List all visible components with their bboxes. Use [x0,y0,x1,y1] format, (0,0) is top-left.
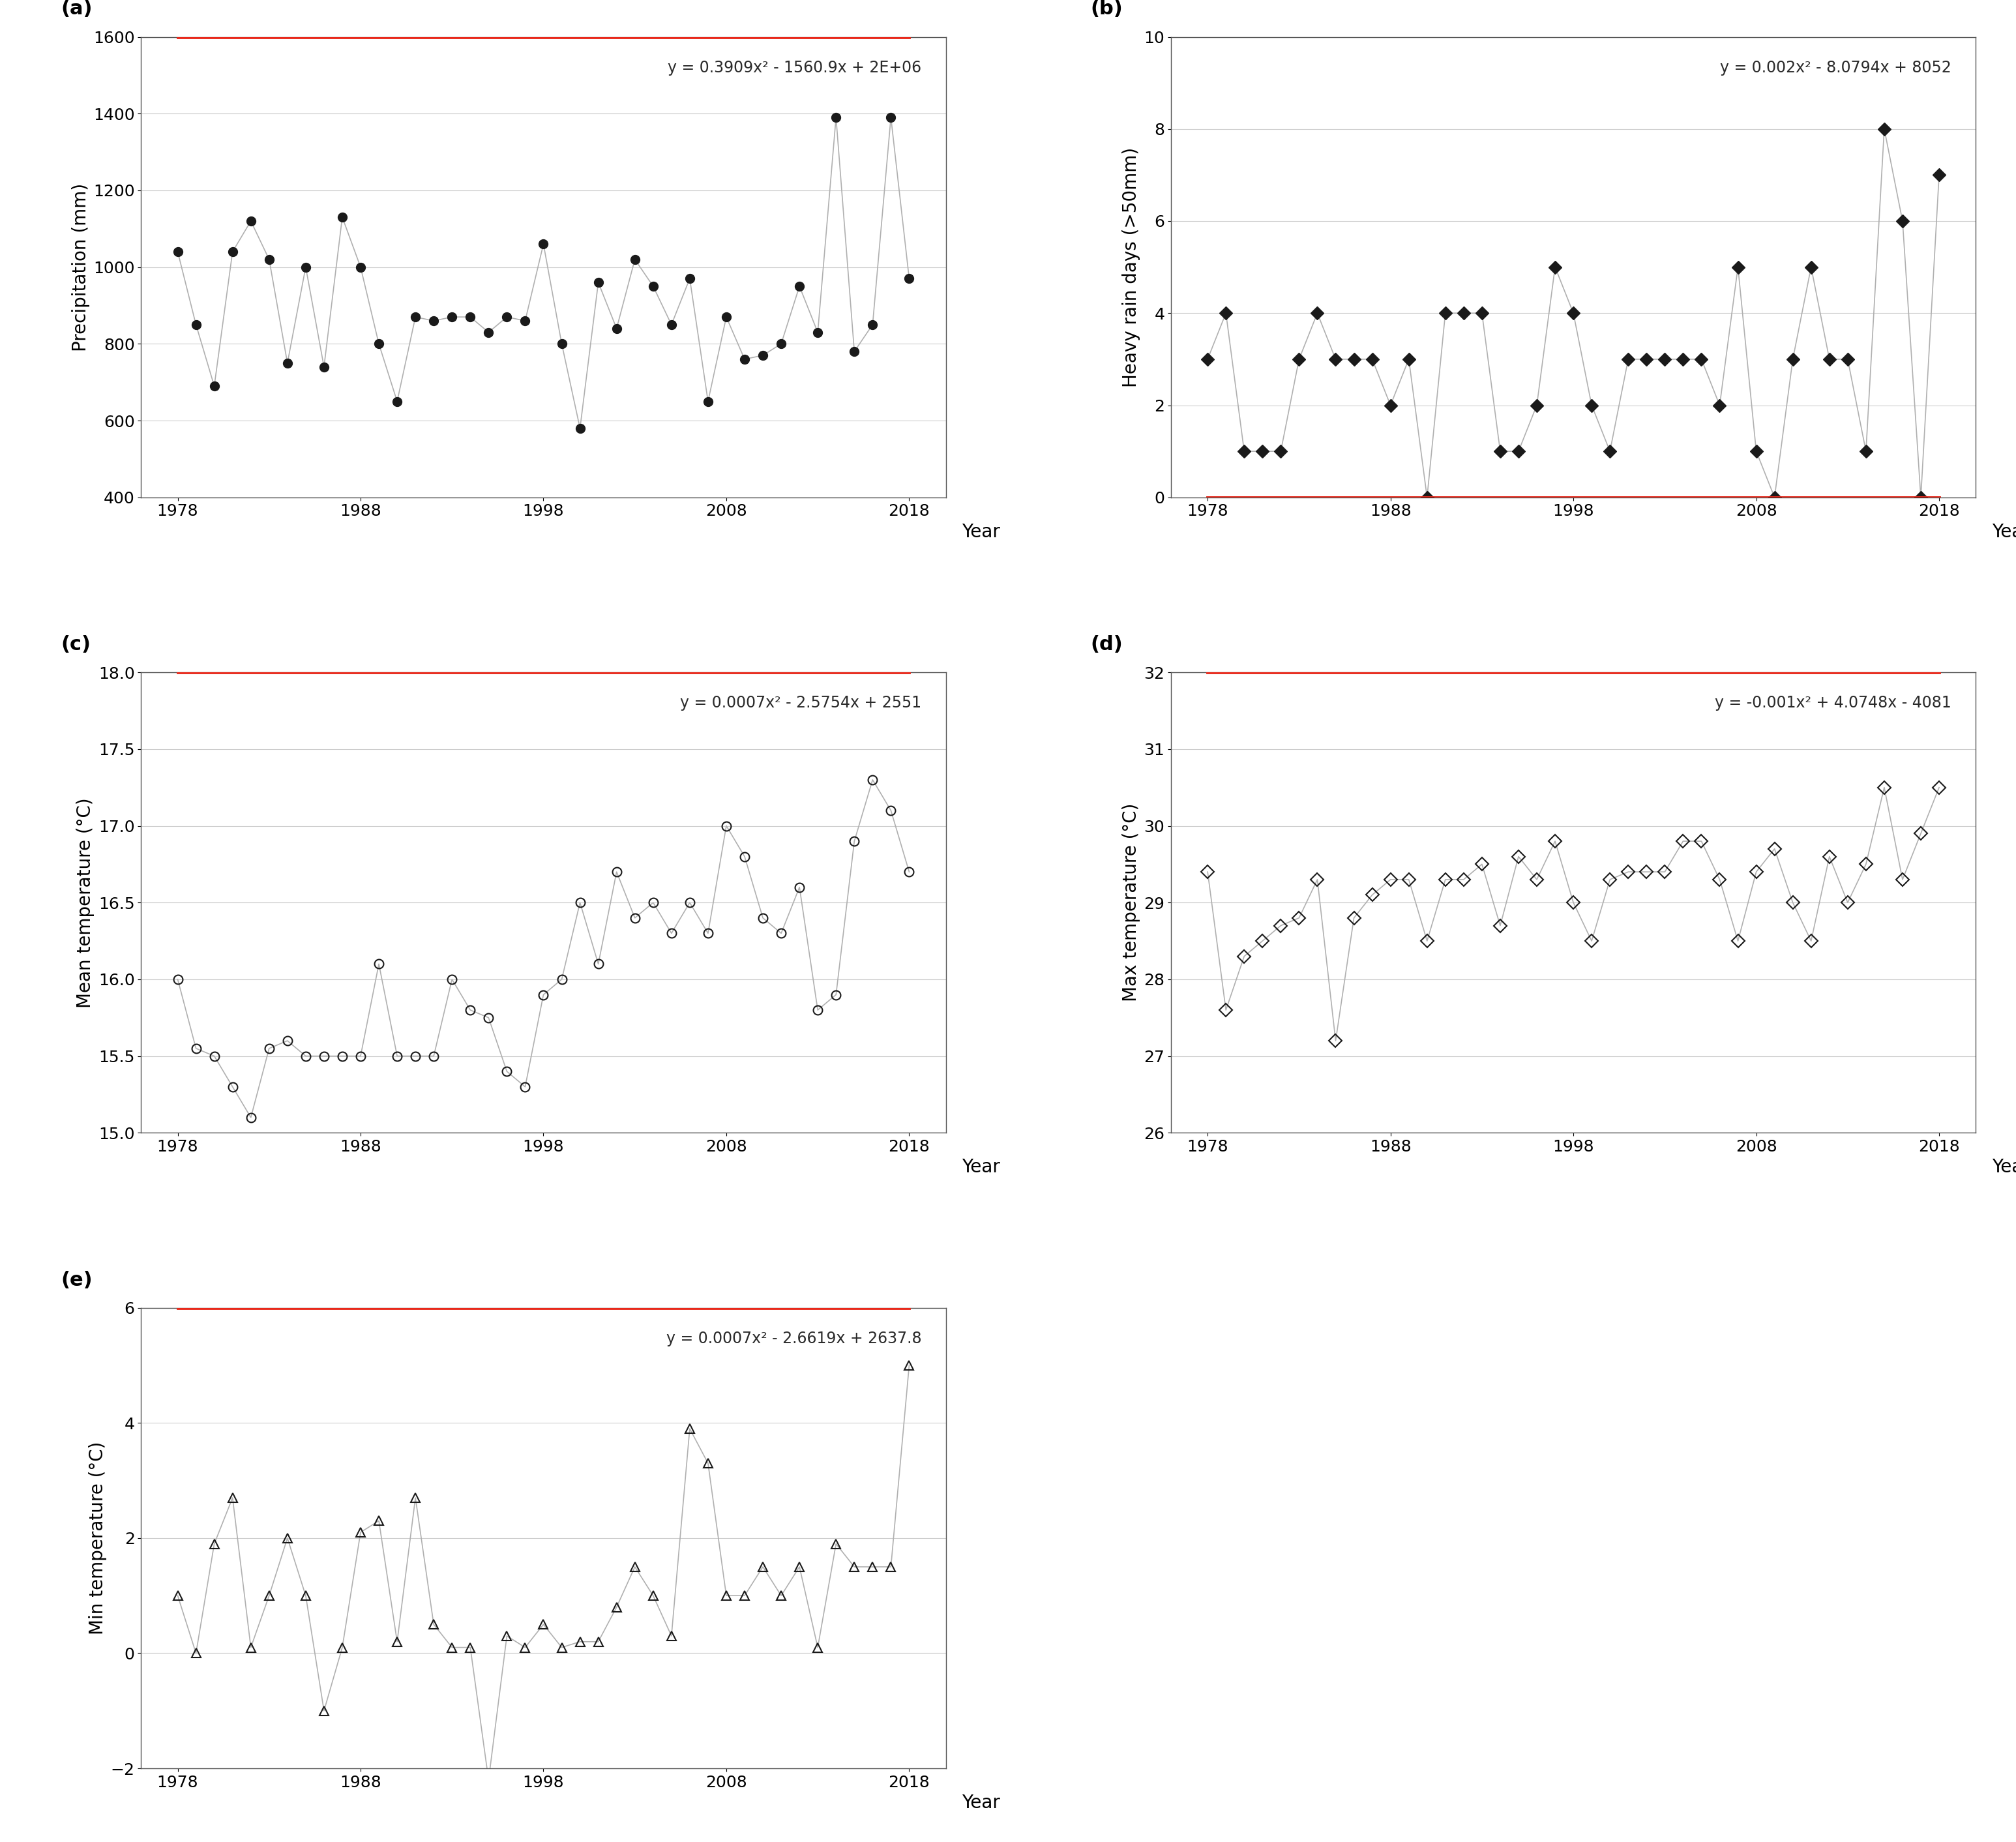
Y-axis label: Min temperature (°C): Min temperature (°C) [89,1442,107,1634]
Text: y = 0.0007x² - 2.6619x + 2637.8: y = 0.0007x² - 2.6619x + 2637.8 [665,1330,921,1347]
Y-axis label: Mean temperature (°C): Mean temperature (°C) [77,798,95,1008]
Text: Year: Year [962,523,1000,542]
Y-axis label: Heavy rain days (>50mm): Heavy rain days (>50mm) [1123,147,1141,387]
Y-axis label: Max temperature (°C): Max temperature (°C) [1123,803,1141,1002]
Text: (d): (d) [1091,635,1123,654]
Text: (b): (b) [1091,0,1123,18]
Text: (a): (a) [60,0,93,18]
Text: y = 0.002x² - 8.0794x + 8052: y = 0.002x² - 8.0794x + 8052 [1720,59,1951,76]
Text: Year: Year [962,1794,1000,1813]
Text: y = -0.001x² + 4.0748x - 4081: y = -0.001x² + 4.0748x - 4081 [1716,694,1951,711]
Text: (e): (e) [60,1271,93,1289]
Y-axis label: Precipitation (mm): Precipitation (mm) [71,182,89,352]
Text: y = 0.3909x² - 1560.9x + 2E+06: y = 0.3909x² - 1560.9x + 2E+06 [667,59,921,76]
Text: y = 0.0007x² - 2.5754x + 2551: y = 0.0007x² - 2.5754x + 2551 [679,694,921,711]
Text: Year: Year [1992,1159,2016,1177]
Text: (c): (c) [60,635,91,654]
Text: Year: Year [962,1159,1000,1177]
Text: Year: Year [1992,523,2016,542]
